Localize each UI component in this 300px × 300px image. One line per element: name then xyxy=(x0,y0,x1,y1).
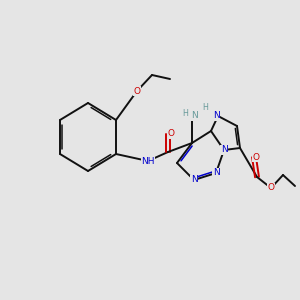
Text: O: O xyxy=(167,130,175,139)
Text: O: O xyxy=(134,86,140,95)
Text: N: N xyxy=(190,112,197,121)
Text: H: H xyxy=(202,103,208,112)
Text: O: O xyxy=(252,152,259,161)
Text: N: N xyxy=(220,146,227,154)
Text: N: N xyxy=(220,146,227,154)
Text: O: O xyxy=(268,184,274,193)
Text: N: N xyxy=(213,112,220,121)
Text: N: N xyxy=(190,176,197,184)
Text: NH: NH xyxy=(141,157,155,166)
Text: H: H xyxy=(182,109,188,118)
Text: N: N xyxy=(213,168,219,177)
